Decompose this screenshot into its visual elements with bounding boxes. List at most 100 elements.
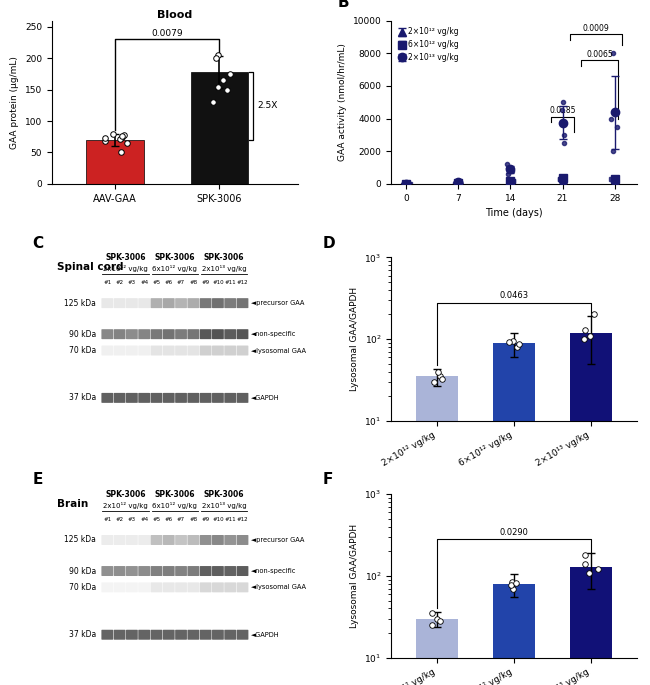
- Text: #2: #2: [116, 517, 124, 522]
- FancyBboxPatch shape: [200, 298, 211, 308]
- FancyBboxPatch shape: [138, 298, 150, 308]
- FancyBboxPatch shape: [187, 329, 200, 339]
- Text: 0.0079: 0.0079: [151, 29, 183, 38]
- Text: 0.0185: 0.0185: [549, 106, 576, 115]
- FancyBboxPatch shape: [200, 582, 211, 593]
- FancyBboxPatch shape: [114, 345, 125, 356]
- FancyBboxPatch shape: [126, 393, 138, 403]
- FancyBboxPatch shape: [138, 329, 150, 339]
- FancyBboxPatch shape: [101, 582, 113, 593]
- Y-axis label: Lysosomal GAA/GAPDH: Lysosomal GAA/GAPDH: [350, 287, 359, 391]
- Text: #7: #7: [177, 517, 185, 522]
- FancyBboxPatch shape: [114, 535, 125, 545]
- FancyBboxPatch shape: [151, 345, 162, 356]
- Text: SPK-3006: SPK-3006: [155, 253, 195, 262]
- FancyBboxPatch shape: [138, 345, 150, 356]
- Text: #12: #12: [237, 280, 248, 285]
- FancyBboxPatch shape: [138, 535, 150, 545]
- FancyBboxPatch shape: [114, 329, 125, 339]
- FancyBboxPatch shape: [175, 298, 187, 308]
- FancyBboxPatch shape: [151, 298, 162, 308]
- FancyBboxPatch shape: [163, 630, 175, 640]
- Text: #8: #8: [189, 517, 198, 522]
- Text: Spinal cord: Spinal cord: [57, 262, 124, 273]
- FancyBboxPatch shape: [187, 393, 200, 403]
- FancyBboxPatch shape: [163, 566, 175, 576]
- Bar: [570, 566, 612, 685]
- Text: #12: #12: [237, 517, 248, 522]
- FancyBboxPatch shape: [175, 535, 187, 545]
- Text: F: F: [322, 473, 333, 488]
- Text: 2x10¹² vg/kg: 2x10¹² vg/kg: [103, 502, 148, 509]
- Text: 0.0065: 0.0065: [586, 50, 613, 59]
- Text: #7: #7: [177, 280, 185, 285]
- FancyBboxPatch shape: [212, 393, 224, 403]
- FancyBboxPatch shape: [101, 535, 113, 545]
- FancyBboxPatch shape: [101, 329, 113, 339]
- FancyBboxPatch shape: [200, 345, 211, 356]
- Y-axis label: GAA activity (nmol/hr/mL): GAA activity (nmol/hr/mL): [338, 43, 347, 161]
- Text: #4: #4: [140, 517, 148, 522]
- FancyBboxPatch shape: [212, 298, 224, 308]
- FancyBboxPatch shape: [175, 566, 187, 576]
- Text: #1: #1: [103, 517, 111, 522]
- FancyBboxPatch shape: [126, 566, 138, 576]
- Text: #3: #3: [128, 280, 136, 285]
- Text: #5: #5: [152, 517, 161, 522]
- Text: 70 kDa: 70 kDa: [69, 346, 96, 355]
- FancyBboxPatch shape: [151, 630, 162, 640]
- Text: 2x10¹³ vg/kg: 2x10¹³ vg/kg: [202, 265, 246, 272]
- X-axis label: Time (days): Time (days): [486, 208, 543, 219]
- FancyBboxPatch shape: [212, 535, 224, 545]
- Text: #9: #9: [202, 517, 210, 522]
- Text: ◄precursor GAA: ◄precursor GAA: [251, 300, 304, 306]
- FancyBboxPatch shape: [212, 329, 224, 339]
- FancyBboxPatch shape: [187, 535, 200, 545]
- Text: #11: #11: [224, 517, 236, 522]
- FancyBboxPatch shape: [224, 582, 236, 593]
- FancyBboxPatch shape: [224, 329, 236, 339]
- Text: #8: #8: [189, 280, 198, 285]
- FancyBboxPatch shape: [224, 566, 236, 576]
- FancyBboxPatch shape: [175, 345, 187, 356]
- FancyBboxPatch shape: [237, 329, 248, 339]
- FancyBboxPatch shape: [114, 298, 125, 308]
- FancyBboxPatch shape: [101, 345, 113, 356]
- FancyBboxPatch shape: [138, 630, 150, 640]
- Text: #6: #6: [164, 280, 173, 285]
- FancyBboxPatch shape: [212, 345, 224, 356]
- Text: 6x10¹² vg/kg: 6x10¹² vg/kg: [153, 265, 198, 272]
- FancyBboxPatch shape: [224, 393, 236, 403]
- FancyBboxPatch shape: [187, 345, 200, 356]
- FancyBboxPatch shape: [163, 535, 175, 545]
- FancyBboxPatch shape: [224, 630, 236, 640]
- Bar: [493, 342, 535, 685]
- FancyBboxPatch shape: [101, 298, 113, 308]
- Text: 125 kDa: 125 kDa: [64, 299, 96, 308]
- Text: #5: #5: [152, 280, 161, 285]
- FancyBboxPatch shape: [114, 566, 125, 576]
- FancyBboxPatch shape: [237, 345, 248, 356]
- FancyBboxPatch shape: [237, 298, 248, 308]
- Text: 6x10¹² vg/kg: 6x10¹² vg/kg: [153, 502, 198, 509]
- Legend: 2×10¹² vg/kg, 6×10¹² vg/kg, 2×10¹³ vg/kg: 2×10¹² vg/kg, 6×10¹² vg/kg, 2×10¹³ vg/kg: [395, 25, 462, 65]
- FancyBboxPatch shape: [175, 630, 187, 640]
- Text: #1: #1: [103, 280, 111, 285]
- FancyBboxPatch shape: [200, 566, 211, 576]
- Text: SPK-3006: SPK-3006: [155, 490, 195, 499]
- Text: ◄lysosomal GAA: ◄lysosomal GAA: [251, 347, 306, 353]
- FancyBboxPatch shape: [237, 630, 248, 640]
- FancyBboxPatch shape: [151, 393, 162, 403]
- FancyBboxPatch shape: [237, 582, 248, 593]
- FancyBboxPatch shape: [237, 566, 248, 576]
- Bar: [493, 584, 535, 685]
- FancyBboxPatch shape: [151, 535, 162, 545]
- FancyBboxPatch shape: [237, 393, 248, 403]
- FancyBboxPatch shape: [126, 298, 138, 308]
- Text: #10: #10: [212, 280, 224, 285]
- FancyBboxPatch shape: [126, 329, 138, 339]
- FancyBboxPatch shape: [200, 535, 211, 545]
- Text: #4: #4: [140, 280, 148, 285]
- FancyBboxPatch shape: [224, 535, 236, 545]
- Text: #10: #10: [212, 517, 224, 522]
